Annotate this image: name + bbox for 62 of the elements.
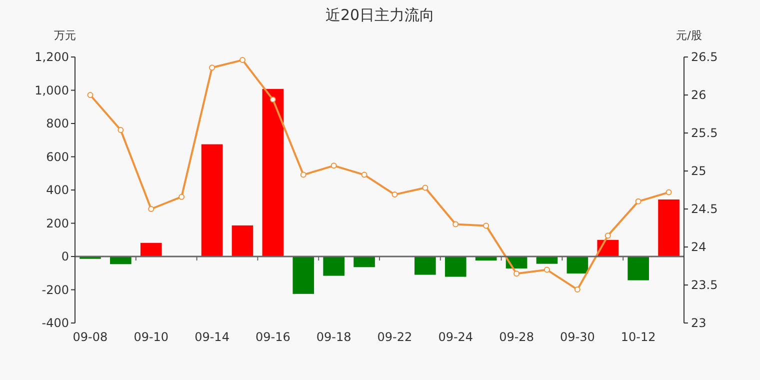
point bbox=[87, 92, 94, 98]
bar bbox=[628, 256, 649, 280]
bar bbox=[292, 256, 314, 294]
point bbox=[270, 96, 276, 103]
y-tick-label: -200 bbox=[42, 282, 69, 297]
point bbox=[118, 126, 124, 133]
point bbox=[392, 192, 398, 198]
point bbox=[604, 232, 611, 239]
x-tick-label: 09-28 bbox=[499, 330, 534, 344]
y2-tick-label: 25 bbox=[691, 164, 706, 178]
chart-title: 近20日主力流向 bbox=[325, 6, 435, 24]
y2-tick-label: 26 bbox=[691, 88, 706, 102]
point bbox=[514, 270, 520, 277]
bar bbox=[444, 256, 466, 277]
x-tick-label: 09-22 bbox=[377, 330, 412, 344]
y2-axis-title: 元/股 bbox=[676, 29, 702, 42]
point bbox=[544, 266, 550, 273]
y2-tick-label: 24.5 bbox=[691, 202, 718, 216]
y-tick-label: 800 bbox=[46, 116, 69, 131]
point bbox=[635, 198, 642, 204]
bar bbox=[232, 225, 254, 256]
point bbox=[178, 194, 185, 200]
x-tick-label: 09-24 bbox=[438, 330, 474, 344]
bar bbox=[323, 256, 344, 276]
y-tick-label: 400 bbox=[46, 183, 69, 198]
point bbox=[422, 184, 428, 191]
y2-tick-label: 26.5 bbox=[691, 50, 718, 64]
point bbox=[148, 206, 154, 212]
point bbox=[483, 222, 490, 229]
bar bbox=[262, 88, 284, 256]
x-tick-label: 09-16 bbox=[255, 330, 290, 344]
y-tick-label: 200 bbox=[46, 216, 69, 230]
y-tick-label: -400 bbox=[42, 316, 69, 330]
y-tick-label: 1,000 bbox=[34, 83, 69, 98]
y-tick-label: 1,200 bbox=[34, 50, 69, 64]
point bbox=[330, 162, 337, 169]
bar bbox=[354, 256, 375, 268]
point bbox=[666, 189, 672, 196]
y-tick-label: 0 bbox=[61, 250, 69, 264]
x-tick-label: 09-08 bbox=[72, 330, 108, 344]
point bbox=[361, 172, 368, 178]
y2-tick-label: 23 bbox=[691, 316, 706, 330]
point bbox=[452, 221, 459, 228]
bar bbox=[566, 256, 588, 274]
y2-tick-label: 24 bbox=[691, 240, 706, 254]
y-axis-title: 万元 bbox=[54, 29, 76, 42]
x-tick-label: 09-18 bbox=[316, 330, 352, 344]
point bbox=[239, 57, 246, 64]
x-tick-label: 10-12 bbox=[620, 330, 656, 344]
y2-tick-label: 25.5 bbox=[691, 126, 718, 140]
x-tick-label: 09-30 bbox=[560, 330, 595, 344]
bar bbox=[201, 144, 223, 256]
bar bbox=[140, 242, 162, 256]
point bbox=[300, 172, 306, 178]
point bbox=[209, 64, 216, 71]
bar bbox=[658, 199, 680, 256]
x-tick-label: 09-10 bbox=[134, 330, 169, 344]
x-tick-label: 09-14 bbox=[194, 330, 230, 344]
bar bbox=[414, 256, 436, 275]
y-tick-label: 600 bbox=[46, 150, 69, 164]
point bbox=[574, 286, 580, 293]
y2-tick-label: 23.5 bbox=[691, 278, 718, 292]
